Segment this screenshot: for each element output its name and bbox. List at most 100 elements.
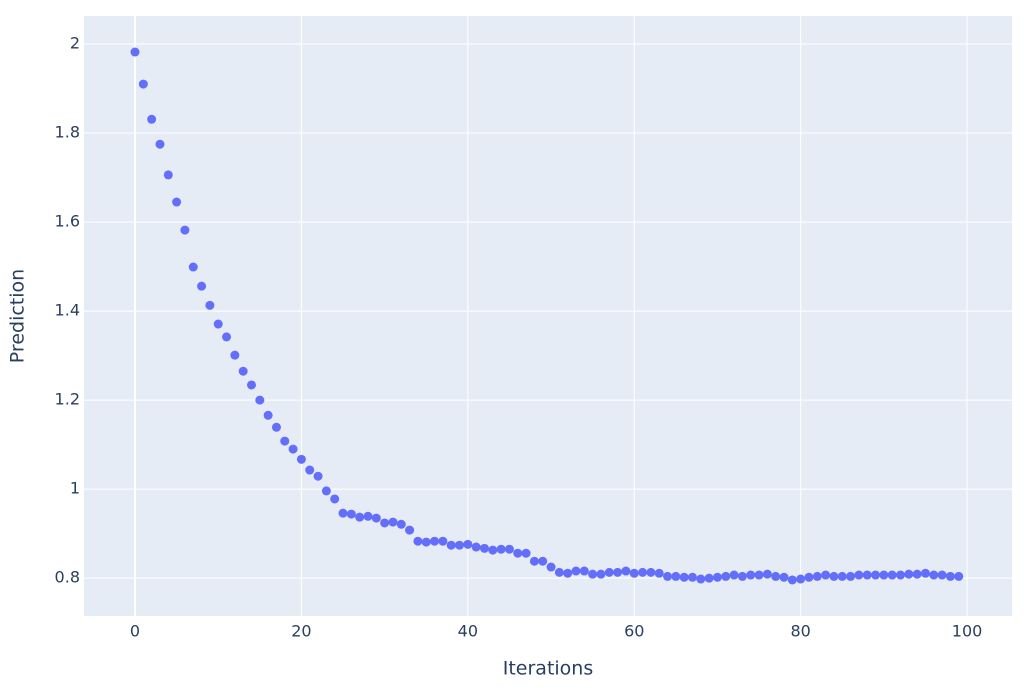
y-tick-label: 1.6 (55, 212, 80, 231)
point (546, 562, 556, 572)
point (579, 566, 589, 576)
y-tick-label: 1 (70, 479, 80, 498)
point (679, 572, 689, 582)
point (904, 569, 914, 579)
point (388, 517, 398, 527)
point (405, 525, 415, 535)
point (396, 519, 406, 529)
point (255, 395, 265, 405)
point (862, 570, 872, 580)
point (746, 570, 756, 580)
y-axis-title: Prediction (7, 269, 29, 363)
point (529, 556, 539, 566)
point (879, 570, 889, 580)
point (305, 465, 315, 475)
point (463, 539, 473, 549)
point (588, 569, 598, 579)
point (380, 518, 390, 528)
point (804, 572, 814, 582)
point (837, 571, 847, 581)
point (829, 571, 839, 581)
point (854, 570, 864, 580)
point (821, 570, 831, 580)
y-tick-label: 0.8 (55, 568, 80, 587)
point (671, 571, 681, 581)
point (554, 567, 564, 577)
point (787, 575, 797, 585)
point (638, 567, 648, 577)
point (629, 568, 639, 578)
point (896, 570, 906, 580)
point (371, 513, 381, 523)
x-axis-title: Iterations (503, 658, 594, 680)
point (197, 281, 207, 291)
point (346, 509, 356, 519)
point (446, 540, 456, 550)
point (604, 567, 614, 577)
point (355, 512, 365, 522)
point (687, 572, 697, 582)
x-tick-label: 100 (952, 622, 983, 641)
point (887, 570, 897, 580)
point (496, 544, 506, 554)
point (596, 569, 606, 579)
point (920, 568, 930, 578)
point (280, 436, 290, 446)
point (155, 139, 165, 149)
point (754, 570, 764, 580)
point (147, 114, 157, 124)
point (771, 571, 781, 581)
point (288, 444, 298, 454)
x-tick-label: 40 (458, 622, 478, 641)
point (138, 79, 148, 89)
point (613, 567, 623, 577)
point (238, 366, 248, 376)
point (762, 569, 772, 579)
point (538, 556, 548, 566)
point (413, 536, 423, 546)
point (945, 571, 955, 581)
point (479, 543, 489, 553)
point (779, 572, 789, 582)
point (130, 47, 140, 57)
point (696, 574, 706, 584)
point (321, 486, 331, 496)
point (163, 170, 173, 180)
point (513, 548, 523, 558)
point (188, 262, 198, 272)
point (363, 511, 373, 521)
point (954, 571, 964, 581)
point (796, 574, 806, 584)
plot-background (84, 16, 1012, 616)
point (430, 536, 440, 546)
point (263, 410, 273, 420)
point (222, 332, 232, 342)
point (246, 380, 256, 390)
point (937, 570, 947, 580)
point (438, 536, 448, 546)
x-tick-label: 60 (624, 622, 644, 641)
x-tick-label: 80 (790, 622, 810, 641)
y-tick-label: 1.2 (55, 390, 80, 409)
point (663, 571, 673, 581)
point (213, 319, 223, 329)
point (180, 225, 190, 235)
point (571, 566, 581, 576)
x-tick-label: 0 (130, 622, 140, 641)
point (646, 567, 656, 577)
point (421, 537, 431, 547)
point (654, 568, 664, 578)
y-tick-label: 2 (70, 34, 80, 53)
point (271, 422, 281, 432)
point (296, 454, 306, 464)
point (471, 542, 481, 552)
point (488, 545, 498, 555)
point (313, 471, 323, 481)
point (455, 540, 465, 550)
point (721, 571, 731, 581)
point (563, 568, 573, 578)
point (521, 548, 531, 558)
point (704, 573, 714, 583)
y-tick-label: 1.4 (55, 301, 80, 320)
